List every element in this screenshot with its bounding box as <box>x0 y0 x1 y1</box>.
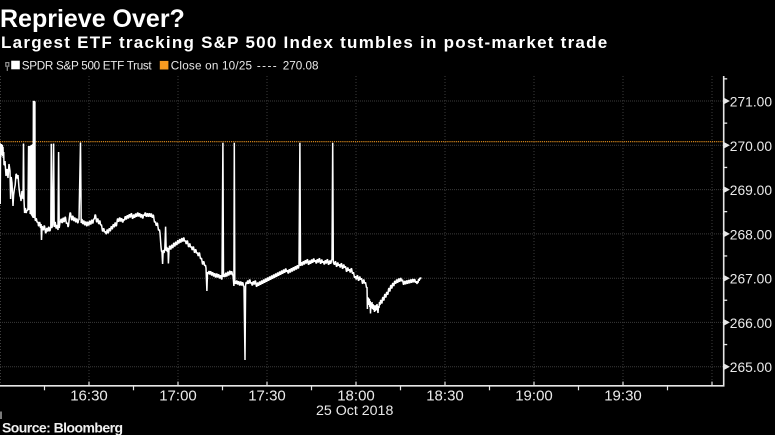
svg-text:266.00: 266.00 <box>730 316 773 331</box>
svg-text:17:30: 17:30 <box>248 388 286 405</box>
svg-text:25 Oct 2018: 25 Oct 2018 <box>316 403 393 419</box>
svg-text:SPDR S&P 500 ETF Trust: SPDR S&P 500 ETF Trust <box>22 59 153 72</box>
svg-text:19:30: 19:30 <box>604 388 642 405</box>
svg-text:269.00: 269.00 <box>730 183 773 198</box>
svg-text:Close on 10/25 ---- 270.08: Close on 10/25 ---- 270.08 <box>171 59 319 72</box>
svg-text:18:30: 18:30 <box>426 388 464 405</box>
svg-text:18:00: 18:00 <box>337 388 375 405</box>
svg-text:Source: Bloomberg: Source: Bloomberg <box>2 419 123 435</box>
svg-text:19:00: 19:00 <box>515 388 553 405</box>
svg-text:268.00: 268.00 <box>730 227 773 242</box>
svg-text:265.00: 265.00 <box>730 360 773 375</box>
svg-text:267.00: 267.00 <box>730 272 773 287</box>
svg-text:16:30: 16:30 <box>70 388 108 405</box>
svg-text:271.00: 271.00 <box>730 95 773 110</box>
svg-text:17:00: 17:00 <box>159 388 197 405</box>
svg-text:270.00: 270.00 <box>730 139 773 154</box>
